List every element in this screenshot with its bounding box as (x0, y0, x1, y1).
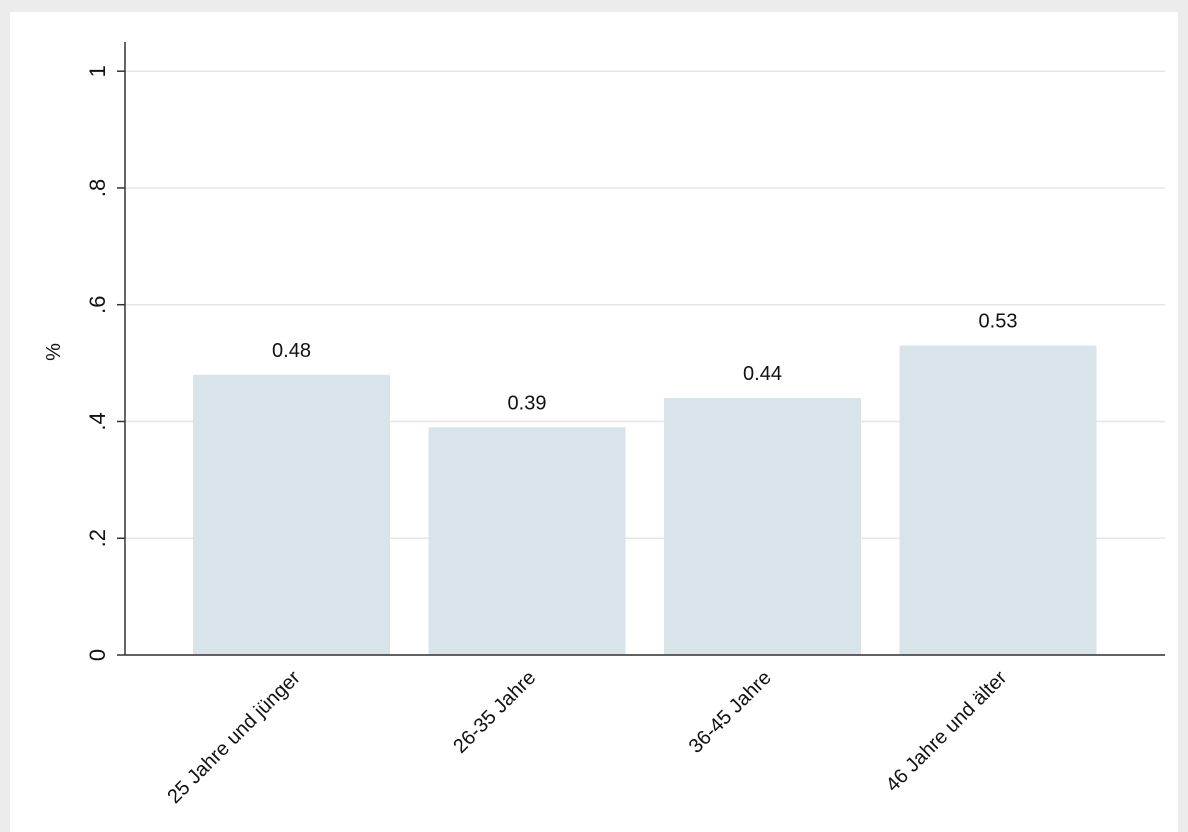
y-tick-label: .8 (85, 179, 110, 197)
y-tick-label: .2 (85, 529, 110, 547)
value-label: 0.44 (743, 363, 782, 385)
y-tick-label: .6 (85, 296, 110, 314)
value-label: 0.53 (979, 311, 1018, 333)
bar (428, 427, 626, 655)
y-tick-label: 0 (85, 649, 110, 661)
bar (193, 374, 390, 655)
bar (664, 398, 861, 655)
bar (899, 345, 1097, 655)
value-label: 0.48 (272, 340, 311, 362)
value-label: 0.39 (508, 392, 547, 414)
y-tick-label: 1 (85, 65, 110, 77)
y-axis-title: % (43, 343, 65, 361)
y-tick-label: .4 (85, 412, 110, 430)
